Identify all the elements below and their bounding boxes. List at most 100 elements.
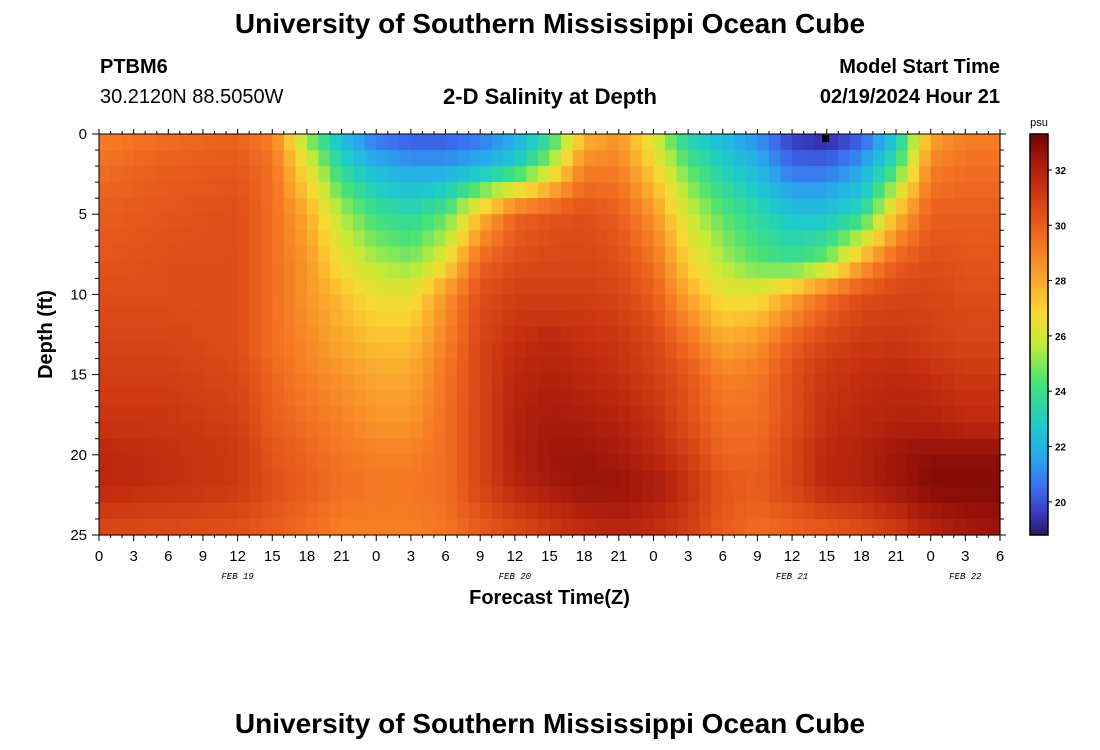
heatmap-cell	[226, 230, 239, 247]
heatmap-cell	[988, 470, 1001, 488]
heatmap-cell	[260, 390, 273, 408]
heatmap-cell	[260, 374, 273, 392]
heatmap-cell	[953, 262, 966, 279]
heatmap-cell	[919, 518, 932, 536]
heatmap-cell	[665, 134, 678, 151]
colorbar-segment	[1030, 277, 1048, 282]
heatmap-cell	[988, 134, 1001, 151]
heatmap-cell	[549, 134, 562, 151]
heatmap-cell	[849, 246, 862, 263]
heatmap-cell	[191, 390, 204, 408]
heatmap-cell	[896, 310, 909, 328]
heatmap-cell	[410, 390, 424, 408]
heatmap-cell	[768, 182, 782, 199]
heatmap-cell	[202, 326, 216, 344]
heatmap-cell	[618, 262, 631, 279]
heatmap-cell	[757, 150, 770, 167]
heatmap-cell	[364, 166, 377, 183]
heatmap-cell	[364, 374, 377, 392]
heatmap-cell	[283, 246, 296, 263]
heatmap-cell	[988, 310, 1001, 328]
heatmap-cell	[376, 246, 389, 263]
heatmap-cell	[780, 454, 793, 472]
heatmap-cell	[734, 326, 747, 344]
heatmap-cell	[122, 390, 135, 408]
heatmap-cell	[953, 502, 966, 520]
heatmap-cell	[202, 262, 216, 279]
heatmap-cell	[896, 374, 909, 392]
colorbar-segment	[1030, 404, 1048, 409]
heatmap-cell	[99, 182, 112, 199]
heatmap-cell	[514, 278, 527, 295]
heatmap-cell	[133, 502, 146, 520]
heatmap-cell	[641, 518, 655, 536]
heatmap-cell	[676, 150, 689, 167]
heatmap-cell	[318, 134, 331, 151]
heatmap-cell	[780, 262, 793, 279]
model-start-value: 02/19/2024 Hour 21	[819, 86, 1000, 108]
heatmap-cell	[930, 374, 943, 392]
heatmap-cell	[272, 166, 285, 183]
heatmap-cell	[595, 150, 608, 167]
heatmap-cell	[168, 438, 181, 456]
heatmap-cell	[768, 438, 782, 456]
heatmap-cell	[410, 278, 424, 295]
heatmap-cell	[907, 134, 920, 151]
heatmap-cell	[260, 294, 273, 312]
heatmap-cell	[387, 262, 400, 279]
heatmap-cell	[168, 422, 181, 440]
heatmap-cell	[376, 214, 389, 231]
heatmap-cell	[849, 454, 862, 472]
heatmap-cell	[826, 470, 839, 488]
heatmap-cell	[480, 294, 493, 312]
heatmap-cell	[179, 502, 193, 520]
heatmap-cell	[99, 278, 112, 295]
colorbar-segment	[1030, 230, 1048, 235]
heatmap-cell	[226, 422, 239, 440]
heatmap-cell	[745, 310, 759, 328]
heatmap-cell	[676, 294, 689, 312]
heatmap-cell	[953, 406, 966, 424]
heatmap-cell	[919, 198, 932, 215]
heatmap-cell	[364, 518, 377, 536]
heatmap-cell	[861, 422, 874, 440]
heatmap-cell	[353, 246, 366, 263]
heatmap-cell	[953, 294, 966, 312]
heatmap-cell	[734, 278, 747, 295]
heatmap-cell	[907, 310, 920, 328]
heatmap-cell	[202, 150, 216, 167]
heatmap-cell	[491, 422, 504, 440]
heatmap-cell	[364, 230, 377, 247]
heatmap-cell	[537, 262, 551, 279]
heatmap-cell	[896, 214, 909, 231]
heatmap-cell	[607, 262, 620, 279]
x-tick-label: 6	[164, 548, 172, 565]
colorbar-segment	[1030, 361, 1048, 366]
heatmap-cell	[549, 246, 562, 263]
heatmap-cell	[260, 502, 273, 520]
heatmap-cell	[514, 454, 527, 472]
heatmap-cell	[711, 486, 724, 504]
heatmap-cell	[202, 198, 216, 215]
heatmap-cell	[722, 438, 735, 456]
heatmap-cell	[976, 230, 990, 247]
heatmap-cell	[99, 198, 112, 215]
heatmap-cell	[457, 278, 470, 295]
heatmap-cell	[145, 374, 158, 392]
colorbar-segment	[1030, 187, 1048, 192]
colorbar-segment	[1030, 357, 1048, 362]
heatmap-cell	[907, 246, 920, 263]
heatmap-cell	[110, 262, 123, 279]
heatmap-cell	[872, 294, 886, 312]
heatmap-cell	[641, 230, 655, 247]
heatmap-cell	[537, 150, 551, 167]
heatmap-cell	[237, 262, 250, 279]
heatmap-cell	[930, 422, 943, 440]
heatmap-cell	[156, 262, 169, 279]
heatmap-cell	[306, 326, 320, 344]
heatmap-cell	[572, 342, 585, 360]
heatmap-cell	[457, 486, 470, 504]
heatmap-cell	[341, 406, 354, 424]
heatmap-cell	[676, 406, 689, 424]
heatmap-cell	[572, 182, 585, 199]
